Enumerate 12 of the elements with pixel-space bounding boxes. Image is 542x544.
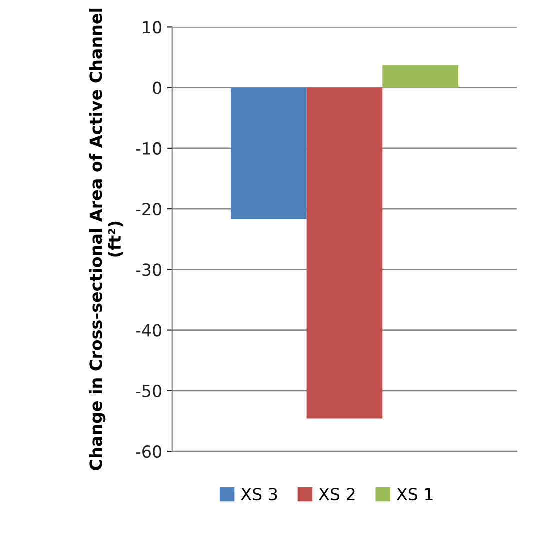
y-tick-label: 0 bbox=[153, 82, 162, 94]
legend-label: XS 1 bbox=[396, 488, 433, 501]
y-tick-label: -20 bbox=[136, 203, 162, 216]
y-tick-label: -60 bbox=[136, 445, 162, 458]
y-axis-title: Change in Cross-sectional Area of Active Channel (ft²) bbox=[89, 8, 124, 470]
legend-label: XS 2 bbox=[319, 488, 355, 501]
legend-label: XS 3 bbox=[241, 488, 278, 501]
y-tick-label: -10 bbox=[136, 142, 162, 156]
y-tick-label: -50 bbox=[136, 384, 162, 398]
y-tick-label: -30 bbox=[136, 264, 162, 276]
y-tick-label: -40 bbox=[136, 324, 162, 337]
y-tick-label: 10 bbox=[143, 21, 162, 34]
